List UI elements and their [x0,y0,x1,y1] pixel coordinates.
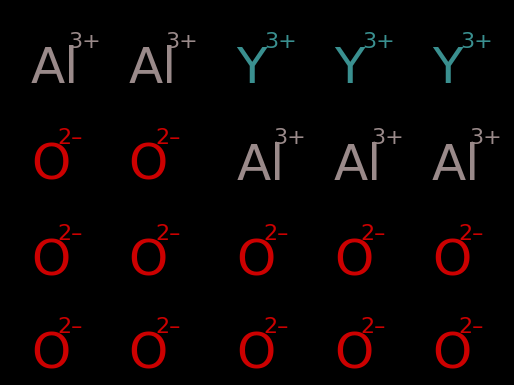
Text: 2–: 2– [58,224,83,244]
Text: O: O [432,238,471,286]
Text: Y: Y [236,45,267,93]
Text: O: O [236,330,276,378]
Text: 2–: 2– [458,317,484,337]
Text: 2–: 2– [263,224,288,244]
Text: 2–: 2– [155,317,180,337]
Text: 3+: 3+ [371,128,404,148]
Text: 3+: 3+ [166,32,198,52]
Text: O: O [31,330,70,378]
Text: 2–: 2– [263,317,288,337]
Text: O: O [128,330,168,378]
Text: 3+: 3+ [460,32,493,52]
Text: 2–: 2– [58,128,83,148]
Text: Al: Al [128,45,177,93]
Text: 2–: 2– [155,224,180,244]
Text: 2–: 2– [458,224,484,244]
Text: O: O [236,238,276,286]
Text: O: O [334,330,373,378]
Text: O: O [128,142,168,189]
Text: 2–: 2– [58,317,83,337]
Text: 3+: 3+ [273,128,306,148]
Text: O: O [31,142,70,189]
Text: 3+: 3+ [469,128,502,148]
Text: O: O [432,330,471,378]
Text: Al: Al [31,45,79,93]
Text: O: O [334,238,373,286]
Text: O: O [31,238,70,286]
Text: Y: Y [334,45,364,93]
Text: 3+: 3+ [362,32,395,52]
Text: O: O [128,238,168,286]
Text: Al: Al [236,142,285,189]
Text: 3+: 3+ [68,32,101,52]
Text: 2–: 2– [361,224,386,244]
Text: 2–: 2– [155,128,180,148]
Text: Al: Al [334,142,382,189]
Text: 2–: 2– [361,317,386,337]
Text: Y: Y [432,45,462,93]
Text: 3+: 3+ [265,32,298,52]
Text: Al: Al [432,142,480,189]
